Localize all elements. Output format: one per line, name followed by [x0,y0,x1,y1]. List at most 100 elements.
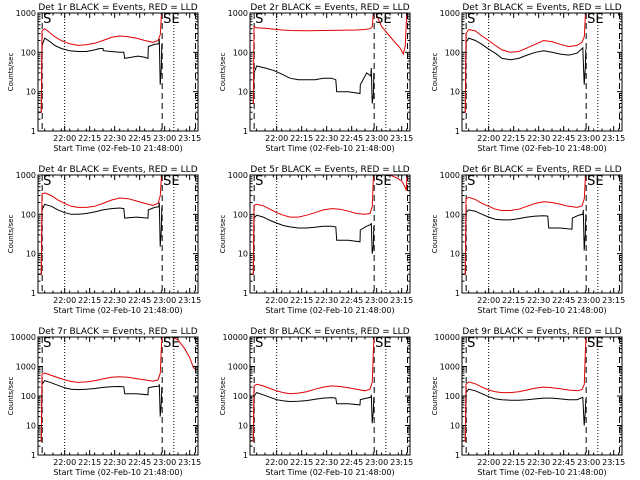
x-tick-label: 22:45 [128,296,151,305]
x-tick-label: 23:00 [365,134,388,143]
y-tick-label: 10 [450,250,460,259]
x-tick-label: 23:00 [365,458,388,467]
x-axis-label: Start Time (02-Feb-10 21:48:00) [53,144,182,153]
y-tick-label: 100 [445,210,460,219]
y-tick-label: 1 [243,127,248,136]
y-tick-label: 10 [238,88,248,97]
y-axis-label: Counts/sec [431,215,439,254]
x-tick-label: 23:00 [577,296,600,305]
y-tick-label: 1000 [16,171,36,180]
marker-s-label: S [255,174,263,189]
plot-frame [249,174,411,294]
y-tick-label: 10 [238,250,248,259]
plot-frame [37,12,199,132]
x-tick-label: 23:00 [365,296,388,305]
marker-se-label: SE [163,174,179,189]
plot-frame [461,174,623,294]
x-tick-label: 22:45 [552,458,575,467]
x-tick-label: 22:30 [103,134,126,143]
y-axis-label: Counts/sec [7,215,15,254]
events-series-line [38,37,163,113]
plot-frame [37,336,199,456]
marker-se-label: SE [587,336,603,351]
x-tick-label: 23:00 [577,134,600,143]
x-tick-label: 22:00 [53,134,76,143]
marker-se-label: SE [163,336,179,351]
x-axis-label: Start Time (02-Feb-10 21:48:00) [477,144,606,153]
x-tick-label: 22:00 [477,458,500,467]
y-axis-label: Counts/sec [431,377,439,416]
plot-frame [37,174,199,294]
x-axis-label: Start Time (02-Feb-10 21:48:00) [265,306,394,315]
x-tick-label: 23:00 [153,458,176,467]
x-tick-label: 23:15 [602,296,625,305]
marker-se-label: SE [587,12,603,27]
x-tick-label: 22:45 [340,134,363,143]
y-axis-label: Counts/sec [7,53,15,92]
y-axis-label: Counts/sec [431,53,439,92]
x-tick-label: 23:15 [178,296,201,305]
plot-frame [461,12,623,132]
lld-series-line [38,175,167,275]
plot-frame [249,12,411,132]
marker-s-label: S [467,336,475,351]
y-tick-label: 1000 [228,363,248,372]
marker-s-label: S [467,12,475,27]
x-tick-label: 22:15 [78,296,101,305]
lld-series-line [250,337,407,442]
panel-title: Det 1r BLACK = Events, RED = LLD [38,3,197,13]
x-tick-label: 22:15 [78,458,101,467]
x-tick-label: 22:15 [502,296,525,305]
marker-se-label: SE [375,336,391,351]
y-tick-label: 1 [31,127,36,136]
y-tick-label: 100 [233,48,248,57]
x-tick-label: 22:30 [527,296,550,305]
lld-series-line [462,175,619,275]
lld-series-line [38,337,196,442]
y-tick-label: 1000 [440,363,460,372]
x-tick-label: 22:45 [552,134,575,143]
y-tick-label: 1000 [228,9,248,18]
x-tick-label: 22:45 [340,296,363,305]
x-axis-label: Start Time (02-Feb-10 21:48:00) [477,468,606,477]
x-tick-label: 23:15 [178,458,201,467]
y-tick-label: 1000 [440,9,460,18]
events-series-line [250,392,375,442]
marker-s-label: S [255,12,263,27]
events-series-line [462,209,587,275]
y-tick-label: 10000 [11,333,36,342]
x-tick-label: 22:45 [552,296,575,305]
events-series-line [38,202,163,275]
panel-title: Det 5r BLACK = Events, RED = LLD [250,165,409,175]
y-tick-label: 1000 [440,171,460,180]
y-tick-label: 1000 [16,9,36,18]
y-tick-label: 10000 [435,333,460,342]
marker-s-label: S [43,174,51,189]
y-tick-label: 1 [455,127,460,136]
y-tick-label: 100 [21,210,36,219]
x-tick-label: 22:30 [103,458,126,467]
y-tick-label: 1 [455,451,460,460]
marker-se-label: SE [375,12,391,27]
x-tick-label: 23:00 [153,134,176,143]
x-tick-label: 23:15 [390,458,413,467]
y-tick-label: 10 [26,88,36,97]
events-series-line [250,65,375,104]
y-axis-label: Counts/sec [219,377,227,416]
y-tick-label: 100 [21,48,36,57]
x-tick-label: 22:30 [315,296,338,305]
y-tick-label: 1 [31,451,36,460]
x-tick-label: 23:15 [390,296,413,305]
x-tick-label: 22:15 [502,134,525,143]
marker-s-label: S [255,336,263,351]
y-tick-label: 10 [26,250,36,259]
x-tick-label: 22:00 [265,296,288,305]
x-tick-label: 22:15 [290,134,313,143]
